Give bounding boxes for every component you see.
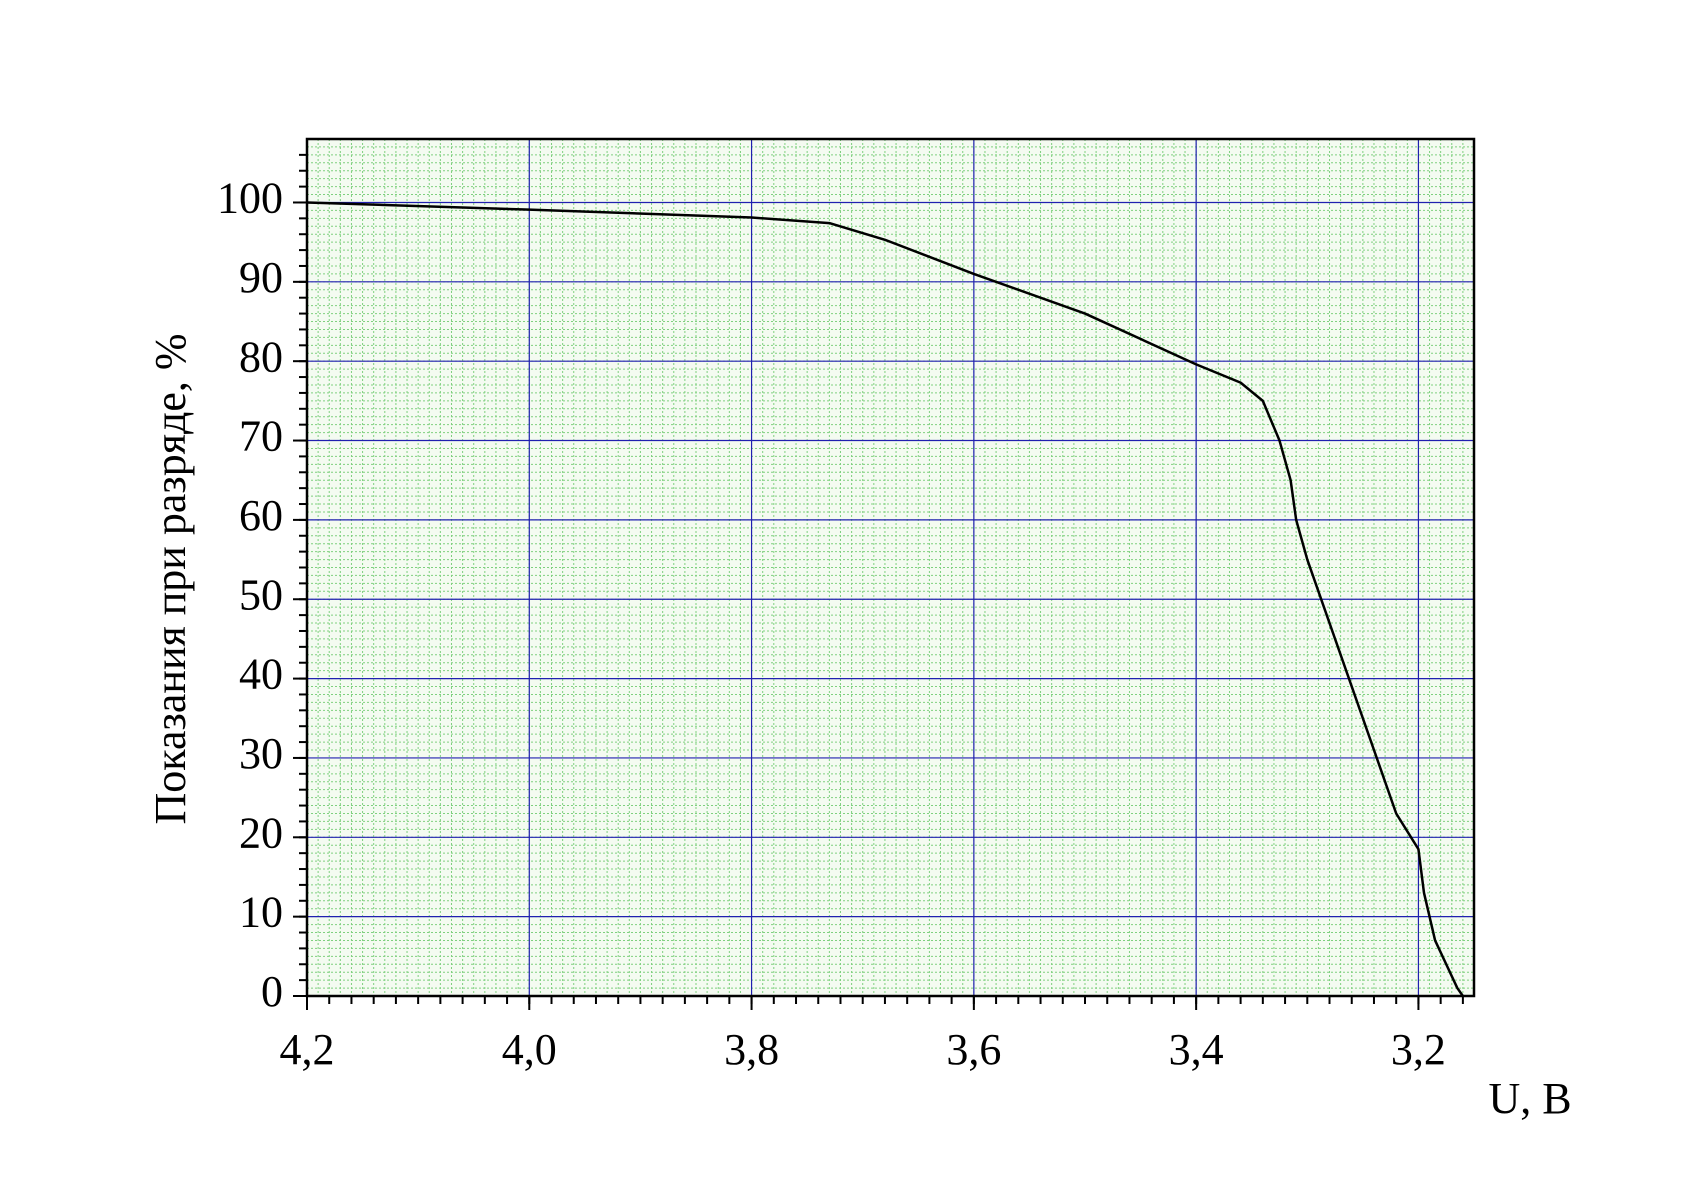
x-tick-label: 3,4 — [1169, 1025, 1224, 1074]
plot-frame — [305, 137, 1476, 998]
y-tick-label: 10 — [239, 888, 283, 937]
y-tick-label: 70 — [239, 412, 283, 461]
y-tick-label: 0 — [261, 967, 283, 1016]
y-tick-label: 50 — [239, 570, 283, 619]
y-tick-label: 100 — [217, 174, 283, 223]
plot-background — [307, 139, 1474, 996]
y-tick-label: 90 — [239, 253, 283, 302]
y-tick-label: 60 — [239, 491, 283, 540]
y-axis-label: Показания при разряде, % — [146, 333, 195, 824]
y-tick-label: 20 — [239, 808, 283, 857]
x-tick-label: 4,0 — [502, 1025, 557, 1074]
x-tick-label: 3,2 — [1391, 1025, 1446, 1074]
x-tick-label: 4,2 — [280, 1025, 335, 1074]
x-tick-label: 3,8 — [724, 1025, 779, 1074]
line — [306, 201, 1464, 997]
x-tick-label: 3,6 — [946, 1025, 1001, 1074]
y-tick-label: 80 — [239, 332, 283, 381]
y-tick-label: 30 — [239, 729, 283, 778]
y-tick-label: 40 — [239, 650, 283, 699]
x-axis-label: U, В — [1488, 1074, 1571, 1123]
